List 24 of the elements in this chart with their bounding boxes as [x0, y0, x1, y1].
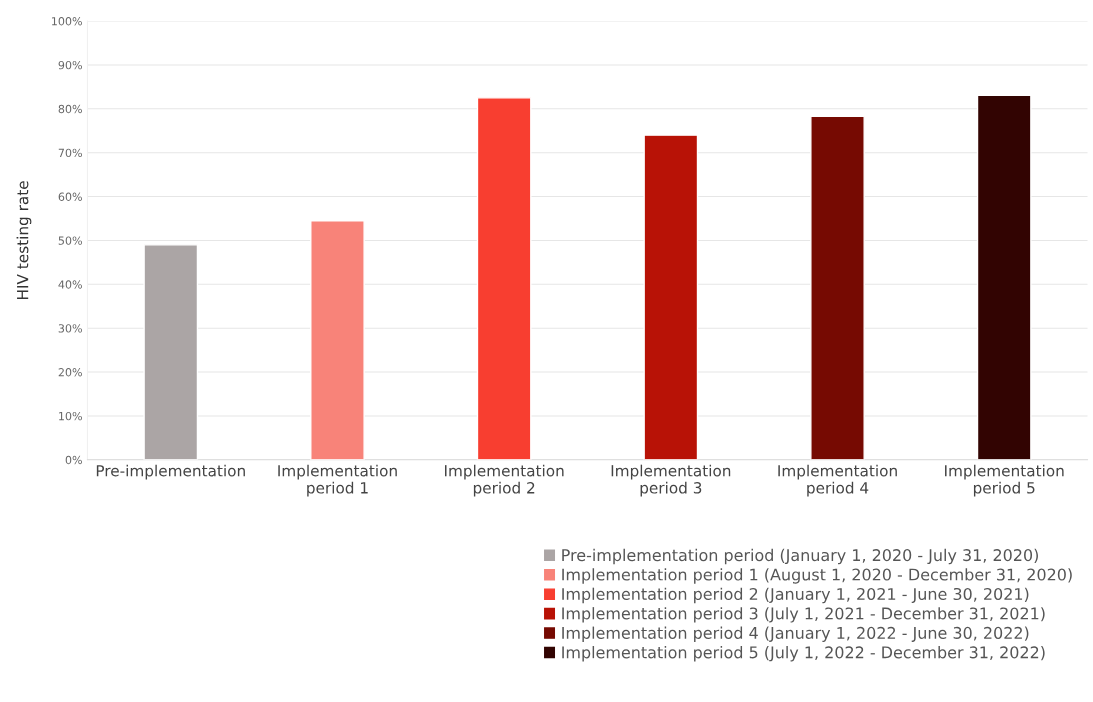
y-tick-label: 80%: [58, 104, 82, 114]
x-tick-label: Pre-implementation: [96, 464, 245, 480]
x-tick-label: Implementation period 5: [945, 464, 1064, 497]
y-tick-label: 50%: [58, 236, 82, 245]
legend-label: Implementation period 3 (July 1, 2021 - December 31, 2021): [562, 607, 1045, 623]
y-tick-label: 20%: [58, 368, 82, 377]
y-axis-title: HIV testing rate: [16, 181, 32, 300]
y-tick-label: 10%: [59, 411, 82, 421]
legend-label: Implementation period 5 (July 1, 2022 - December 31, 2022): [562, 646, 1045, 662]
y-tick-label: 60%: [58, 192, 82, 201]
y-tick-label: 100%: [52, 17, 82, 26]
y-tick-label: 70%: [58, 148, 82, 158]
x-tick-label: Implementation period 2: [444, 464, 564, 497]
x-tick-label: Implementation period 4: [778, 464, 897, 497]
y-tick-label: 40%: [58, 280, 82, 289]
x-tick-label: Implementation period 3: [611, 464, 731, 497]
legend-label: Implementation period 1 (August 1, 2020 - December 31, 2020): [562, 568, 1072, 584]
y-tick-label: 30%: [58, 324, 82, 333]
legend-label: Implementation period 4 (January 1, 2022 - June 30, 2022): [562, 626, 1029, 643]
x-tick-label: Implementation period 1: [278, 464, 397, 497]
legend-label: Implementation period 2 (January 1, 2021 - June 30, 2021): [562, 587, 1029, 604]
y-tick-label: 0%: [65, 455, 82, 465]
y-tick-label: 90%: [58, 60, 82, 70]
legend-label: Pre-implementation period (January 1, 2020 - July 31, 2020): [562, 548, 1038, 565]
